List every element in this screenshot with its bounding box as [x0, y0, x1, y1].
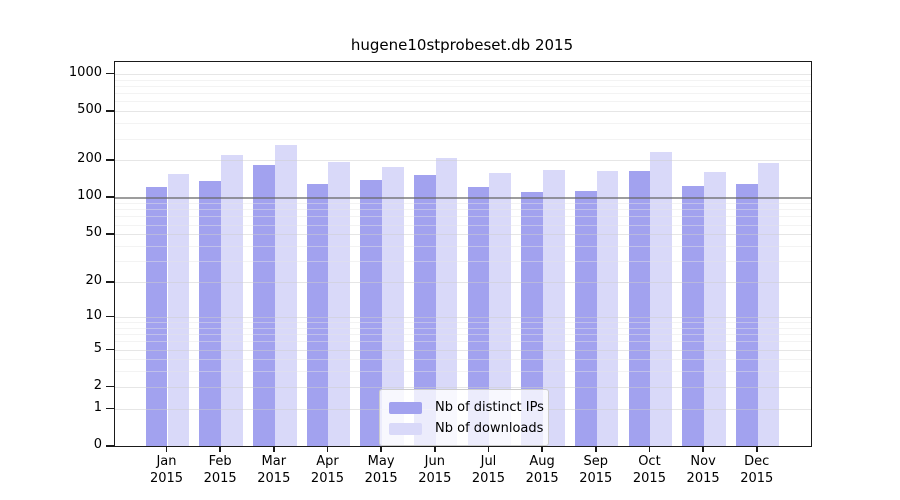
x-tick — [595, 446, 597, 452]
x-tick-label-jan: Jan 2015 — [149, 454, 184, 486]
bar-downloads-jul — [489, 173, 512, 446]
plot-area: Nb of distinct IPs Nb of downloads — [114, 61, 812, 447]
x-tick — [326, 446, 329, 452]
x-tick-label-jun: Jun 2015 — [418, 454, 452, 486]
x-tick — [434, 446, 436, 452]
y-tick-label: 500 — [77, 102, 102, 118]
x-tick — [702, 446, 704, 452]
bar-distinct-ips-dec — [736, 183, 758, 446]
x-tick — [273, 446, 275, 452]
y-tick — [106, 407, 114, 410]
legend-label-distinct-ips: Nb of distinct IPs — [435, 400, 544, 415]
x-tick-label-apr: Apr 2015 — [310, 454, 345, 486]
y-tick — [106, 348, 114, 350]
y-tick — [106, 315, 114, 318]
bar-downloads-oct — [650, 151, 673, 446]
bar-distinct-ips-jun — [414, 175, 436, 446]
y-tick-label: 1000 — [68, 64, 102, 80]
x-tick-label-aug: Aug 2015 — [525, 454, 559, 486]
y-tick — [106, 385, 114, 388]
legend-item-downloads: Nb of downloads — [389, 418, 543, 439]
bar-downloads-jan — [167, 173, 190, 446]
y-tick-label: 10 — [85, 307, 102, 323]
y-tick — [106, 281, 114, 283]
x-tick-label-may: May 2015 — [364, 454, 398, 486]
bar-downloads-apr — [328, 161, 351, 446]
y-tick — [106, 196, 114, 198]
legend-label-downloads: Nb of downloads — [435, 421, 544, 436]
bar-downloads-jun — [435, 158, 458, 446]
bar-downloads-may — [382, 166, 404, 446]
x-tick — [756, 446, 758, 452]
bar-downloads-sep — [596, 170, 619, 446]
x-tick-label-dec: Dec 2015 — [740, 454, 774, 486]
legend-swatch-distinct-ips — [389, 401, 422, 414]
legend-swatch-downloads — [389, 422, 422, 435]
bar-downloads-aug — [543, 170, 565, 446]
y-tick-label: 200 — [77, 151, 102, 167]
x-tick-label-mar: Mar 2015 — [257, 454, 291, 486]
y-tick-label: 0 — [93, 437, 102, 452]
x-tick-label-jul: Jul 2015 — [471, 454, 505, 486]
x-tick — [541, 446, 543, 452]
bar-distinct-ips-apr — [306, 184, 329, 446]
y-tick-label: 50 — [85, 225, 102, 241]
bar-distinct-ips-may — [360, 180, 383, 446]
y-tick-label: 100 — [77, 188, 102, 204]
y-tick-label: 2 — [93, 377, 102, 393]
x-tick-label-nov: Nov 2015 — [686, 454, 720, 486]
bar-distinct-ips-mar — [253, 165, 275, 446]
y-tick-label: 5 — [93, 340, 102, 356]
y-tick — [106, 233, 114, 235]
bar-downloads-nov — [704, 172, 726, 446]
y-tick — [106, 72, 114, 75]
bar-distinct-ips-aug — [521, 191, 544, 446]
bar-distinct-ips-jan — [145, 187, 168, 446]
bar-downloads-mar — [274, 144, 297, 446]
bar-distinct-ips-nov — [682, 185, 705, 446]
bar-distinct-ips-oct — [628, 170, 651, 446]
x-tick — [165, 446, 168, 452]
bar-downloads-feb — [221, 155, 243, 446]
x-tick-label-feb: Feb 2015 — [203, 454, 237, 486]
x-tick-label-oct: Oct 2015 — [632, 454, 666, 486]
x-tick — [648, 446, 651, 452]
x-tick — [487, 446, 490, 452]
legend: Nb of distinct IPs Nb of downloads — [379, 389, 549, 446]
y-tick-label: 20 — [85, 273, 102, 289]
bar-downloads-dec — [757, 163, 780, 446]
legend-item-distinct-ips: Nb of distinct IPs — [389, 397, 544, 418]
y-tick — [106, 445, 114, 447]
chart-title: hugene10stprobeset.db 2015 — [350, 36, 574, 54]
x-tick — [219, 446, 221, 452]
bars-layer — [115, 62, 811, 446]
bar-distinct-ips-sep — [575, 191, 597, 446]
x-tick — [380, 446, 382, 452]
y-tick — [106, 159, 114, 161]
y-tick-label: 1 — [93, 399, 102, 415]
y-tick — [106, 110, 114, 112]
x-tick-label-sep: Sep 2015 — [579, 454, 613, 486]
bar-distinct-ips-jul — [467, 186, 490, 446]
bar-distinct-ips-feb — [199, 180, 222, 446]
